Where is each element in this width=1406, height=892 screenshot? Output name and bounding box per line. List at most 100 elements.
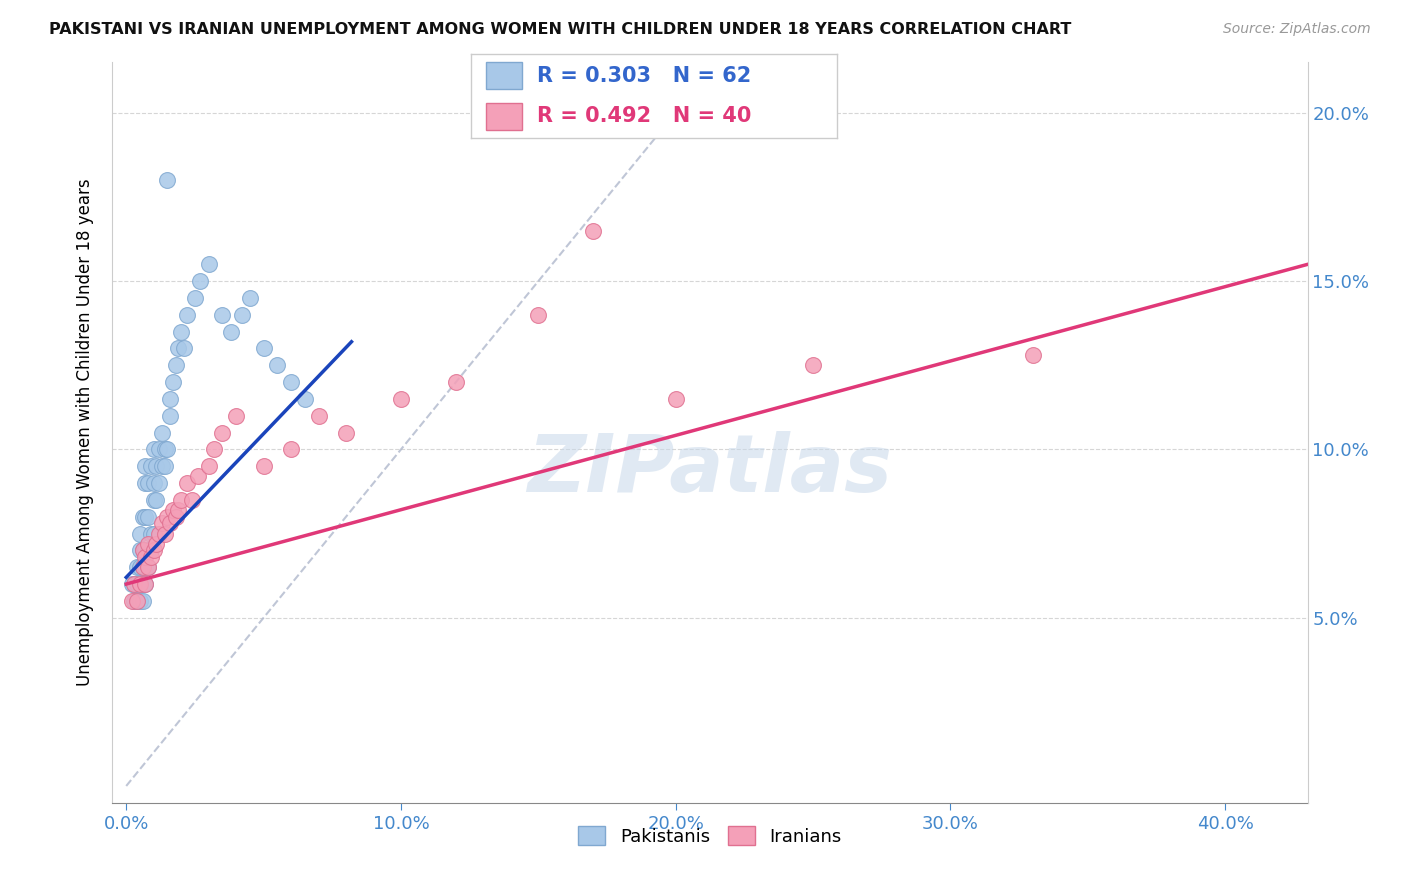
Point — [150, 459, 173, 474]
Point — [197, 257, 219, 271]
Point — [148, 526, 170, 541]
Point — [153, 442, 176, 457]
Point — [389, 392, 412, 406]
Point — [139, 550, 162, 565]
Point — [156, 442, 179, 457]
Point — [197, 459, 219, 474]
Point — [139, 459, 162, 474]
Point — [134, 459, 156, 474]
Point — [124, 594, 146, 608]
Point — [136, 543, 159, 558]
Point — [121, 594, 143, 608]
Point — [211, 308, 233, 322]
Point — [129, 594, 152, 608]
Text: R = 0.303   N = 62: R = 0.303 N = 62 — [537, 65, 751, 86]
Text: ZIPatlas: ZIPatlas — [527, 431, 893, 508]
Point — [167, 503, 190, 517]
Point — [131, 577, 153, 591]
Point — [170, 492, 193, 507]
Point — [211, 425, 233, 440]
Point — [1022, 348, 1045, 362]
Point — [136, 536, 159, 550]
Point — [131, 543, 153, 558]
Point — [145, 492, 167, 507]
Point — [219, 325, 242, 339]
Point — [444, 375, 467, 389]
Point — [156, 173, 179, 187]
Point — [280, 442, 302, 457]
Point — [136, 476, 159, 491]
Point — [150, 516, 173, 531]
Point — [134, 476, 156, 491]
Point — [136, 560, 159, 574]
Point — [127, 594, 149, 608]
Text: PAKISTANI VS IRANIAN UNEMPLOYMENT AMONG WOMEN WITH CHILDREN UNDER 18 YEARS CORRE: PAKISTANI VS IRANIAN UNEMPLOYMENT AMONG … — [49, 22, 1071, 37]
Point — [136, 560, 159, 574]
Point — [136, 509, 159, 524]
Point — [134, 543, 156, 558]
Point — [148, 476, 170, 491]
Point — [165, 509, 187, 524]
Point — [129, 543, 152, 558]
Point — [127, 560, 149, 574]
Point — [252, 342, 274, 356]
Point — [184, 291, 207, 305]
Point — [142, 526, 165, 541]
Point — [335, 425, 357, 440]
Point — [225, 409, 247, 423]
Point — [167, 342, 190, 356]
Point — [129, 526, 152, 541]
Point — [239, 291, 262, 305]
Y-axis label: Unemployment Among Women with Children Under 18 years: Unemployment Among Women with Children U… — [76, 178, 94, 687]
Point — [181, 492, 204, 507]
Point — [308, 409, 330, 423]
Point — [190, 274, 212, 288]
Point — [527, 308, 550, 322]
Point — [134, 577, 156, 591]
Point — [176, 308, 198, 322]
Text: Source: ZipAtlas.com: Source: ZipAtlas.com — [1223, 22, 1371, 37]
Point — [145, 459, 167, 474]
Point — [134, 577, 156, 591]
Point — [665, 392, 688, 406]
Point — [170, 325, 193, 339]
Point — [134, 509, 156, 524]
Point — [294, 392, 316, 406]
Point — [159, 409, 181, 423]
Point — [801, 359, 824, 373]
Point — [129, 560, 152, 574]
Legend: Pakistanis, Iranians: Pakistanis, Iranians — [571, 819, 849, 853]
Point — [153, 526, 176, 541]
Point — [139, 543, 162, 558]
Point — [162, 375, 184, 389]
Point — [139, 526, 162, 541]
Point — [124, 577, 146, 591]
Point — [162, 503, 184, 517]
Point — [129, 577, 152, 591]
Point — [131, 509, 153, 524]
Point — [131, 560, 153, 574]
Point — [127, 594, 149, 608]
Point — [142, 442, 165, 457]
Text: R = 0.492   N = 40: R = 0.492 N = 40 — [537, 106, 751, 127]
Point — [231, 308, 253, 322]
Point — [129, 577, 152, 591]
Point — [165, 359, 187, 373]
Point — [145, 536, 167, 550]
Point — [153, 459, 176, 474]
Point — [142, 476, 165, 491]
Point — [266, 359, 288, 373]
Point — [176, 476, 198, 491]
Point — [124, 577, 146, 591]
Point — [142, 543, 165, 558]
Point — [156, 509, 179, 524]
Point — [252, 459, 274, 474]
Point — [131, 594, 153, 608]
Point — [142, 492, 165, 507]
Point — [131, 543, 153, 558]
Point — [187, 469, 209, 483]
FancyBboxPatch shape — [485, 62, 522, 89]
Point — [121, 577, 143, 591]
Point — [134, 560, 156, 574]
Point — [202, 442, 225, 457]
